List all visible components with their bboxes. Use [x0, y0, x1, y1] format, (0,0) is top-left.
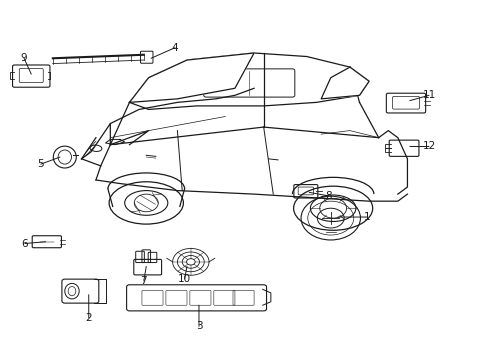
Text: 4: 4 — [171, 43, 178, 53]
Text: 9: 9 — [20, 53, 27, 63]
Text: 8: 8 — [325, 191, 331, 201]
Polygon shape — [321, 67, 368, 99]
Text: 5: 5 — [38, 159, 44, 169]
Text: 1: 1 — [363, 212, 369, 222]
Text: 10: 10 — [178, 274, 191, 284]
Text: 11: 11 — [422, 90, 435, 100]
Text: 7: 7 — [140, 275, 147, 285]
Text: 2: 2 — [85, 312, 92, 323]
Polygon shape — [129, 53, 254, 102]
Text: 3: 3 — [195, 321, 202, 332]
Text: 12: 12 — [422, 141, 435, 152]
Text: 6: 6 — [21, 239, 28, 248]
